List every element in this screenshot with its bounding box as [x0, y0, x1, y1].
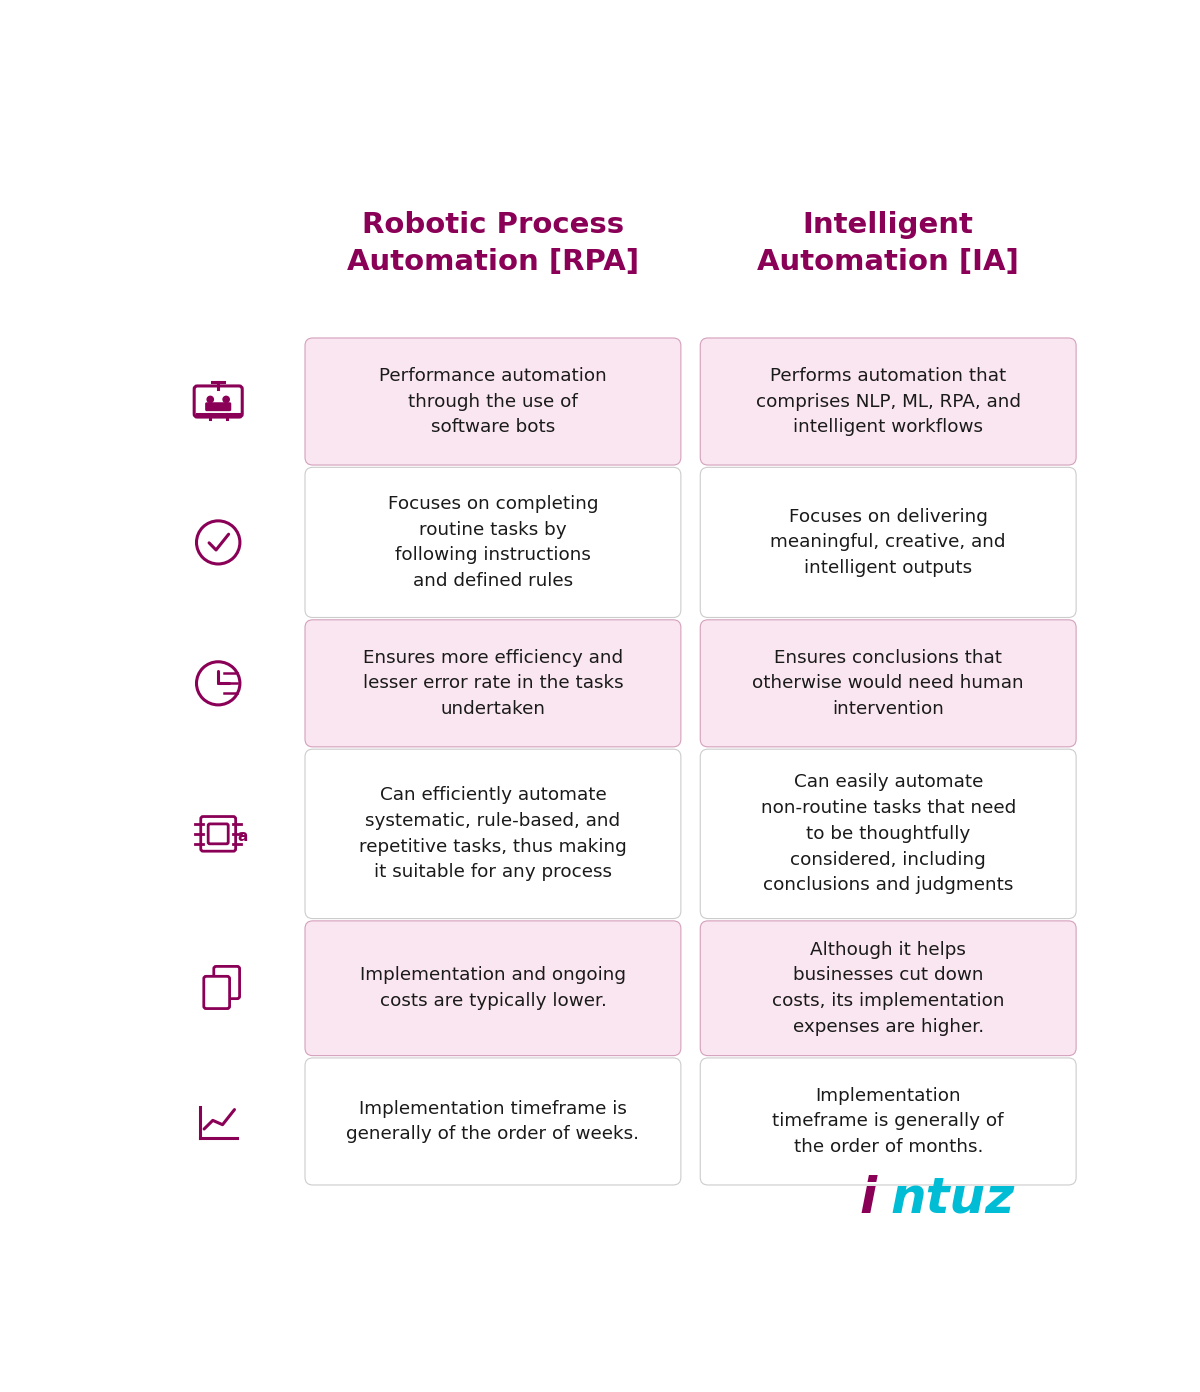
FancyBboxPatch shape	[701, 749, 1076, 919]
Text: Implementation
timeframe is generally of
the order of months.: Implementation timeframe is generally of…	[773, 1087, 1004, 1157]
FancyBboxPatch shape	[305, 338, 680, 465]
Circle shape	[208, 397, 214, 402]
Text: Focuses on delivering
meaningful, creative, and
intelligent outputs: Focuses on delivering meaningful, creati…	[770, 508, 1006, 578]
Text: Although it helps
businesses cut down
costs, its implementation
expenses are hig: Although it helps businesses cut down co…	[772, 941, 1004, 1036]
FancyBboxPatch shape	[204, 976, 229, 1009]
Text: Intelligent
Automation [IA]: Intelligent Automation [IA]	[757, 212, 1019, 276]
Text: Robotic Process
Automation [RPA]: Robotic Process Automation [RPA]	[347, 212, 640, 276]
FancyBboxPatch shape	[305, 468, 680, 618]
Text: Performance automation
through the use of
software bots: Performance automation through the use o…	[379, 367, 607, 436]
Text: ntuz: ntuz	[890, 1175, 1014, 1222]
FancyBboxPatch shape	[701, 922, 1076, 1055]
Text: i: i	[859, 1175, 876, 1222]
Circle shape	[223, 397, 229, 402]
FancyBboxPatch shape	[701, 468, 1076, 618]
Text: Ensures more efficiency and
lesser error rate in the tasks
undertaken: Ensures more efficiency and lesser error…	[362, 649, 623, 718]
FancyBboxPatch shape	[305, 922, 680, 1055]
FancyBboxPatch shape	[701, 619, 1076, 748]
Text: Implementation and ongoing
costs are typically lower.: Implementation and ongoing costs are typ…	[360, 966, 626, 1011]
FancyBboxPatch shape	[305, 749, 680, 919]
Text: a: a	[238, 830, 247, 845]
Text: Ensures conclusions that
otherwise would need human
intervention: Ensures conclusions that otherwise would…	[752, 649, 1024, 718]
Text: Can easily automate
non-routine tasks that need
to be thoughtfully
considered, i: Can easily automate non-routine tasks th…	[761, 774, 1016, 894]
FancyBboxPatch shape	[701, 338, 1076, 465]
FancyBboxPatch shape	[701, 1058, 1076, 1185]
Text: Implementation timeframe is
generally of the order of weeks.: Implementation timeframe is generally of…	[347, 1100, 640, 1143]
FancyBboxPatch shape	[305, 1058, 680, 1185]
FancyBboxPatch shape	[205, 402, 232, 411]
Text: Performs automation that
comprises NLP, ML, RPA, and
intelligent workflows: Performs automation that comprises NLP, …	[756, 367, 1021, 436]
Text: Can efficiently automate
systematic, rule-based, and
repetitive tasks, thus maki: Can efficiently automate systematic, rul…	[359, 786, 626, 881]
Text: Focuses on completing
routine tasks by
following instructions
and defined rules: Focuses on completing routine tasks by f…	[388, 496, 598, 590]
FancyBboxPatch shape	[305, 619, 680, 748]
